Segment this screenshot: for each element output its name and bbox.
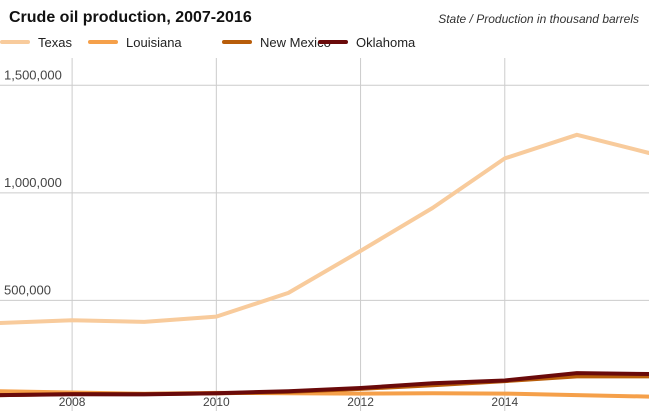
legend-label: Louisiana [126, 34, 182, 50]
legend-item-texas: Texas [0, 33, 72, 51]
chart-subtitle: State / Production in thousand barrels [438, 12, 639, 26]
x-tick-label: 2008 [59, 395, 86, 409]
legend-swatch [318, 40, 348, 44]
series-line-oklahoma [0, 371, 649, 398]
y-tick-label: 500,000 [4, 282, 51, 297]
legend-label: New Mexico [260, 34, 331, 50]
legend-swatch [88, 40, 118, 44]
y-tick-label: 1,500,000 [4, 67, 62, 82]
legend-item-new-mexico: New Mexico [222, 33, 331, 51]
legend-item-oklahoma: Oklahoma [318, 33, 415, 51]
x-tick-label: 2014 [491, 395, 518, 409]
y-tick-label: 1,000,000 [4, 175, 62, 190]
series-line-texas [0, 132, 649, 325]
chart-title: Crude oil production, 2007-2016 [9, 9, 252, 26]
legend-swatch [0, 40, 30, 44]
chart-legend: Texas Louisiana New Mexico Oklahoma [0, 33, 649, 51]
x-tick-label: 2010 [203, 395, 230, 409]
legend-item-louisiana: Louisiana [88, 33, 182, 51]
legend-label: Texas [38, 34, 72, 50]
x-tick-label: 2012 [347, 395, 374, 409]
legend-swatch [222, 40, 252, 44]
legend-label: Oklahoma [356, 34, 416, 50]
